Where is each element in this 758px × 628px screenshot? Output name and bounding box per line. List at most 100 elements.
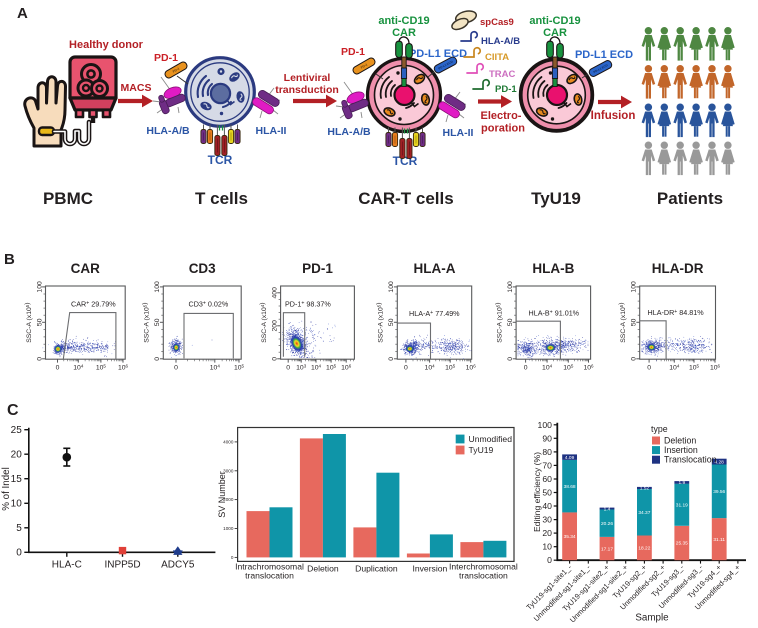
svg-text:50: 50 <box>631 318 638 326</box>
svg-text:HLA-B+ 91.01%: HLA-B+ 91.01% <box>529 309 580 318</box>
svg-text:PD-1+ 98.37%: PD-1+ 98.37% <box>285 300 331 309</box>
svg-text:HLA-A: HLA-A <box>414 261 456 276</box>
svg-text:0: 0 <box>286 365 290 372</box>
svg-text:PD-L1 ECD: PD-L1 ECD <box>438 59 455 70</box>
svg-text:Intrachromosomal: Intrachromosomal <box>235 562 304 572</box>
svg-text:0: 0 <box>631 357 638 361</box>
svg-text:anti-CD19: anti-CD19 <box>378 15 429 27</box>
svg-text:100: 100 <box>538 420 553 430</box>
svg-text:Unmodified: Unmodified <box>469 434 513 444</box>
svg-text:200: 200 <box>271 320 278 332</box>
svg-text:38.68: 38.68 <box>564 484 576 490</box>
svg-text:25: 25 <box>11 425 23 436</box>
svg-text:100: 100 <box>388 281 395 293</box>
svg-text:104: 104 <box>311 364 322 372</box>
svg-text:106: 106 <box>710 364 721 372</box>
svg-text:2000: 2000 <box>223 497 234 502</box>
svg-text:5: 5 <box>16 523 22 534</box>
svg-text:0: 0 <box>507 357 514 361</box>
svg-text:C: C <box>7 402 19 419</box>
svg-text:100: 100 <box>36 281 43 293</box>
svg-text:104: 104 <box>73 364 84 372</box>
svg-text:31.19: 31.19 <box>676 503 688 509</box>
svg-text:104: 104 <box>542 364 553 372</box>
svg-text:0: 0 <box>524 365 528 372</box>
svg-text:0: 0 <box>16 548 22 559</box>
svg-text:0: 0 <box>404 365 408 372</box>
svg-text:PD-L1 ECD: PD-L1 ECD <box>575 49 633 61</box>
svg-text:PD-L1 ECD: PD-L1 ECD <box>409 48 467 60</box>
svg-text:TRAC: TRAC <box>489 69 516 80</box>
svg-text:PD-1: PD-1 <box>154 52 178 64</box>
svg-text:31.11: 31.11 <box>713 537 725 543</box>
svg-text:4000: 4000 <box>223 440 234 445</box>
svg-text:104: 104 <box>669 364 680 372</box>
svg-text:PBMC: PBMC <box>43 189 93 208</box>
svg-text:20: 20 <box>542 528 552 538</box>
svg-text:50: 50 <box>388 318 395 326</box>
svg-text:poration: poration <box>481 123 525 135</box>
svg-text:HLA-A/B: HLA-A/B <box>327 126 371 138</box>
svg-text:Electro-: Electro- <box>481 110 522 122</box>
svg-text:Healthy donor: Healthy donor <box>69 39 144 51</box>
svg-text:400: 400 <box>271 287 278 299</box>
svg-text:PD-1: PD-1 <box>341 46 365 58</box>
svg-text:Patients: Patients <box>657 189 723 208</box>
svg-text:HLA-A/B: HLA-A/B <box>481 36 520 47</box>
svg-text:Sample: Sample <box>635 613 669 624</box>
svg-text:0: 0 <box>388 357 395 361</box>
svg-text:17.17: 17.17 <box>601 546 613 552</box>
svg-text:50: 50 <box>154 318 161 326</box>
svg-text:HLA-A+ 77.49%: HLA-A+ 77.49% <box>409 309 460 318</box>
svg-text:PD-1: PD-1 <box>302 261 333 276</box>
svg-text:PD-1: PD-1 <box>495 84 517 95</box>
svg-text:HLA-II: HLA-II <box>443 127 474 139</box>
svg-text:105: 105 <box>234 364 245 372</box>
svg-text:HLA-DR: HLA-DR <box>652 261 704 276</box>
svg-text:B: B <box>4 251 15 268</box>
svg-text:1.4: 1.4 <box>604 506 611 512</box>
svg-text:Translocation: Translocation <box>664 455 717 465</box>
svg-text:SV Number: SV Number <box>217 471 227 518</box>
svg-text:PD-1: PD-1 <box>172 66 180 73</box>
svg-text:CD3: CD3 <box>189 261 216 276</box>
svg-text:TCR: TCR <box>208 153 233 167</box>
svg-text:SSC-A (x105): SSC-A (x105) <box>376 302 385 342</box>
svg-text:100: 100 <box>507 281 514 293</box>
svg-text:103: 103 <box>296 364 307 372</box>
svg-text:50: 50 <box>507 318 514 326</box>
svg-text:SSC-A (x105): SSC-A (x105) <box>142 302 151 342</box>
svg-text:105: 105 <box>96 364 107 372</box>
svg-text:CD3+ 0.02%: CD3+ 0.02% <box>189 300 229 309</box>
svg-text:100: 100 <box>154 281 161 293</box>
svg-text:0: 0 <box>231 555 234 560</box>
svg-text:SSC-A (x105): SSC-A (x105) <box>618 302 627 342</box>
svg-text:39.56: 39.56 <box>713 489 725 495</box>
svg-text:TyU19: TyU19 <box>469 445 494 455</box>
svg-text:PD-L1 ECD: PD-L1 ECD <box>593 63 610 74</box>
svg-text:spCas9: spCas9 <box>480 17 514 28</box>
svg-text:CAR: CAR <box>392 27 416 39</box>
svg-text:80: 80 <box>542 447 552 457</box>
svg-text:1.52: 1.52 <box>640 486 650 492</box>
svg-text:106: 106 <box>118 364 129 372</box>
svg-text:translocation: translocation <box>459 571 508 581</box>
svg-text:Deletion: Deletion <box>664 435 696 445</box>
svg-text:HLA-II: HLA-II <box>256 125 287 137</box>
svg-text:Lentiviral: Lentiviral <box>284 72 331 84</box>
svg-text:Duplication: Duplication <box>355 564 398 574</box>
svg-text:HLA-C: HLA-C <box>52 559 82 570</box>
svg-text:translocation: translocation <box>245 571 294 581</box>
svg-text:70: 70 <box>542 460 552 470</box>
svg-text:0: 0 <box>647 365 651 372</box>
svg-text:SSC-A (x105): SSC-A (x105) <box>494 302 503 342</box>
svg-text:104: 104 <box>425 364 436 372</box>
svg-text:SSC-A (x105): SSC-A (x105) <box>24 302 33 342</box>
svg-text:18.22: 18.22 <box>638 546 650 552</box>
svg-text:MACS: MACS <box>121 82 152 94</box>
svg-text:1.9: 1.9 <box>678 480 685 486</box>
svg-text:30: 30 <box>542 515 552 525</box>
svg-text:0: 0 <box>547 555 552 565</box>
svg-text:PD-1: PD-1 <box>360 62 368 69</box>
svg-text:10: 10 <box>542 542 552 552</box>
